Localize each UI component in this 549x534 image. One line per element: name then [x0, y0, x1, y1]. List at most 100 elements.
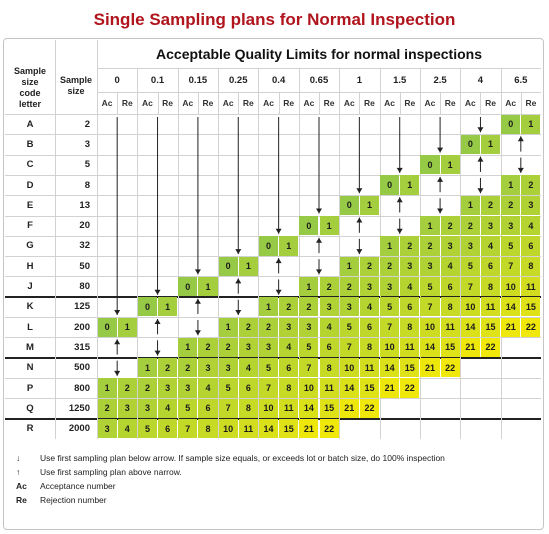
grid-line: [117, 92, 119, 114]
plan-cell: 3: [178, 378, 198, 398]
arrow-down: [316, 259, 322, 275]
arrow-head: [477, 156, 484, 162]
code-letter: J: [27, 281, 33, 293]
sub-header: Ac: [384, 98, 396, 108]
arrow-head: [275, 258, 282, 264]
plan-cell: 1: [460, 195, 480, 215]
plan-cell: 15: [480, 317, 501, 337]
arrow-up: [396, 197, 403, 213]
legend-symbol: ↑: [16, 466, 21, 477]
plan-cell: 21: [299, 419, 319, 439]
plan-cell: 4: [279, 337, 299, 358]
title: Single Sampling plans for Normal Inspect…: [93, 10, 456, 29]
grid-line: [520, 92, 522, 114]
plan-cell: 22: [521, 317, 541, 337]
arrow-down: [477, 117, 484, 133]
grid-line: [157, 92, 159, 114]
arrow-down: [356, 117, 363, 194]
grid-line: [278, 92, 280, 114]
arrow-head: [437, 147, 444, 153]
plan-cell: 15: [279, 419, 299, 439]
arrow-up: [316, 237, 322, 254]
arrow-head: [154, 289, 161, 295]
plan-cell: 3: [97, 419, 117, 439]
arrow-head: [154, 350, 161, 356]
grid-line: [197, 92, 199, 114]
plan-cell: 4: [158, 398, 178, 418]
sub-header: Ac: [101, 98, 113, 108]
arrow-head: [477, 188, 484, 194]
aql-level: 1: [356, 74, 362, 86]
plan-cell: 1: [238, 256, 258, 276]
arrow-head: [477, 127, 484, 133]
plan-cell: 15: [440, 337, 460, 358]
code-letter: F: [27, 220, 33, 232]
plan-cell: 15: [400, 358, 420, 378]
plan-cell: 5: [178, 398, 198, 418]
arrow-down: [235, 299, 242, 315]
aql-level: 2.5: [433, 74, 447, 86]
arrow-head: [316, 208, 322, 214]
plan-cell: 11: [279, 398, 299, 418]
plan-cell: 3: [440, 236, 460, 256]
grid-line: [5, 215, 541, 217]
grid-line: [5, 154, 541, 156]
plan-cell: 11: [521, 276, 541, 297]
sub-header: Ac: [142, 98, 153, 108]
sub-header: Ac: [182, 98, 194, 108]
plan-cell: 2: [299, 297, 319, 317]
plan-cell: 3: [198, 358, 218, 378]
plan-cell: 2: [521, 175, 541, 195]
arrow-down: [356, 238, 363, 255]
plan-cell: 2: [137, 378, 158, 398]
grid-line: [5, 256, 541, 258]
sub-header: Ac: [303, 98, 315, 108]
grid-line: [5, 295, 541, 298]
aql-level: 0.15: [188, 74, 208, 86]
code-letter: E: [26, 199, 34, 211]
plan-cell: 1: [339, 256, 359, 276]
code-letter: B: [26, 138, 34, 150]
size-header: Sample size: [60, 75, 93, 96]
plan-cell: 3: [521, 195, 541, 215]
arrow-down: [517, 157, 524, 173]
plan-cell: 7: [258, 378, 279, 398]
plan-cell: 4: [238, 358, 258, 378]
legend-symbol: Ac: [16, 480, 27, 491]
plan-cell: 3: [501, 216, 521, 236]
plan-cell: 3: [158, 378, 178, 398]
code-letter: P: [26, 382, 34, 394]
arrow-head: [356, 217, 363, 223]
plan-cell: 3: [319, 297, 339, 317]
plan-cell: 0: [339, 195, 359, 215]
grid-line: [440, 92, 442, 114]
arrow-up: [356, 217, 363, 233]
sample-size: 8: [84, 179, 90, 191]
sub-header: Ac: [464, 98, 476, 108]
plan-cell: 10: [501, 276, 521, 297]
plan-cell: 21: [380, 378, 400, 398]
grid-line: [5, 114, 541, 115]
code-letter: K: [26, 301, 34, 313]
sub-header: Ac: [222, 98, 234, 108]
sample-size: 125: [74, 301, 90, 313]
plan-cell: 14: [380, 358, 400, 378]
grid-line: [5, 356, 541, 359]
grid-line: [97, 40, 98, 439]
plan-cell: 22: [359, 398, 380, 418]
plan-cell: 7: [339, 337, 359, 358]
arrow-head: [194, 330, 201, 336]
plan-cell: 22: [440, 358, 460, 378]
arrow-down: [477, 177, 484, 194]
arrow-down: [275, 279, 282, 295]
sub-header: Re: [202, 98, 214, 108]
arrow-up: [154, 319, 161, 335]
arrow-up: [235, 278, 242, 294]
plan-cell: 4: [521, 216, 541, 236]
aql-level: 6.5: [514, 74, 528, 86]
plan-cell: 1: [400, 175, 420, 195]
plan-cell: 1: [480, 134, 501, 155]
plan-cell: 2: [480, 195, 501, 215]
arrow-head: [517, 136, 524, 142]
plan-cell: 0: [380, 175, 400, 195]
